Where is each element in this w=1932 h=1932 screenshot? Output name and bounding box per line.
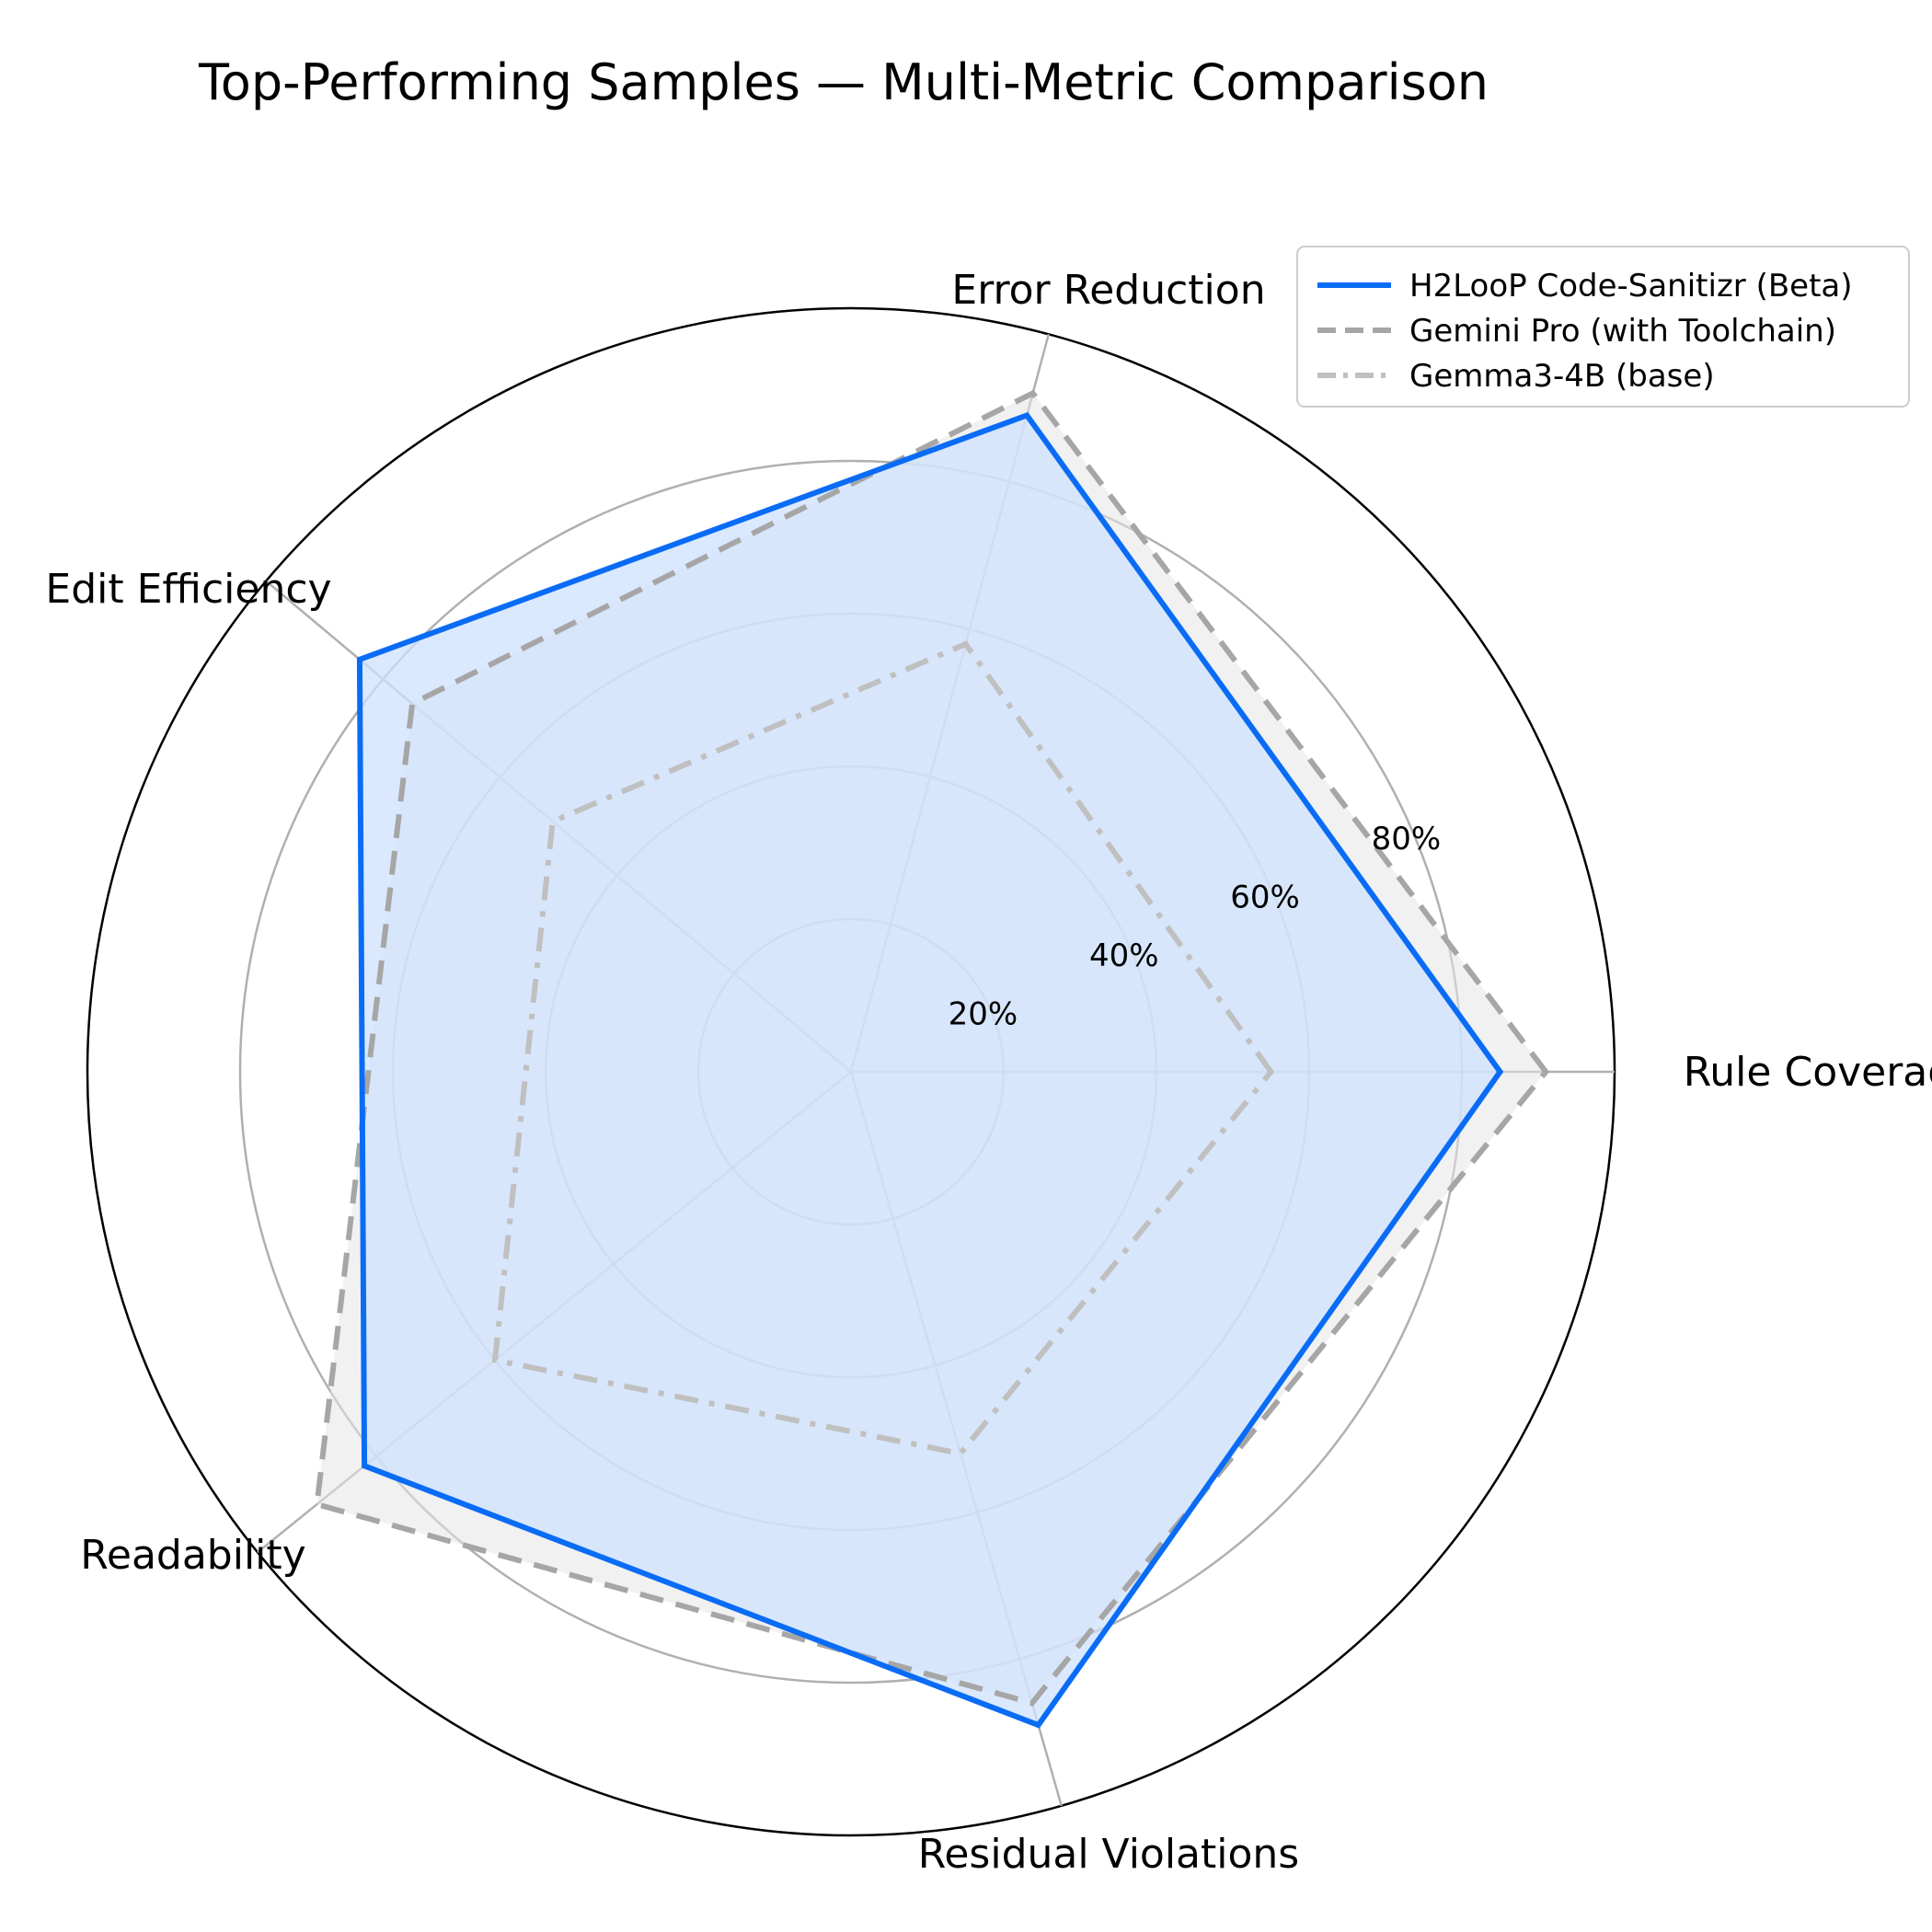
axis-labels: Rule Coverage Error Reduction Edit Efficie… — [45, 267, 1932, 1878]
legend-label-1: Gemini Pro (with Toolchain) — [1409, 313, 1836, 350]
axis-label-4: Residual Violations — [918, 1831, 1299, 1878]
r-tick-label-20: 20% — [949, 995, 1018, 1032]
legend-label-0: H2LooP Code-Sanitizr (Beta) — [1409, 268, 1853, 305]
r-tick-label-60: 60% — [1230, 879, 1300, 915]
legend-label-2: Gemma3-4B (base) — [1409, 358, 1715, 395]
series-line-0 — [356, 411, 1504, 1729]
axis-label-2: Edit Efficiency — [45, 566, 331, 613]
radar-series — [314, 389, 1550, 1729]
legend-frame — [1296, 246, 1910, 408]
series-line-2 — [491, 640, 1275, 1457]
axis-label-0: Rule Coverage — [1684, 1049, 1932, 1096]
axis-label-3: Readability — [80, 1532, 305, 1579]
axis-label-1: Error Reduction — [951, 267, 1265, 314]
r-tick-label-80: 80% — [1372, 821, 1442, 857]
chart-title: Top-Performing Samples — Multi-Metric Co… — [198, 53, 1489, 111]
series-fill-0 — [359, 415, 1501, 1726]
series-line-1 — [314, 389, 1550, 1707]
r-tick-label-40: 40% — [1089, 937, 1159, 974]
legend: H2LooP Code-Sanitizr (Beta) Gemini Pro (w… — [1296, 246, 1910, 408]
r-tick-labels: 20% 40% 60% 80% — [949, 821, 1442, 1033]
